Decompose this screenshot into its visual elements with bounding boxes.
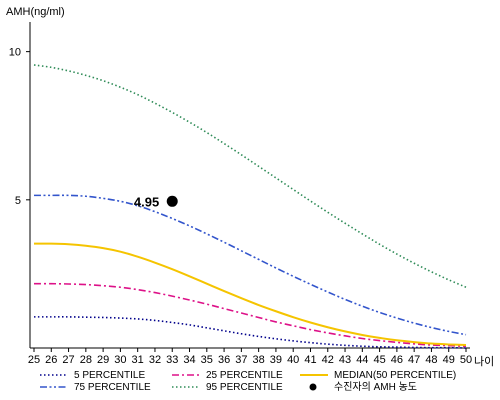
x-tick-label: 44	[356, 354, 368, 366]
x-tick-label: 46	[391, 354, 403, 366]
x-tick-label: 36	[218, 354, 230, 366]
x-tick-label: 45	[373, 354, 385, 366]
x-tick-label: 42	[322, 354, 334, 366]
x-tick-label: 40	[287, 354, 299, 366]
series-line-median-50-percentile	[33, 242, 467, 347]
x-axis-label: 나이	[474, 355, 494, 368]
x-tick-label: 35	[201, 354, 213, 366]
legend-label-5-percentile: 5 PERCENTILE	[74, 370, 145, 381]
legend-label-median-50-percentile: MEDIAN(50 PERCENTILE)	[334, 370, 456, 381]
y-tick-label: 5	[15, 195, 21, 207]
x-tick-label: 43	[339, 354, 351, 366]
legend-label-95-percentile: 95 PERCENTILE	[206, 382, 283, 393]
x-tick-label: 37	[235, 354, 247, 366]
x-tick-label: 38	[253, 354, 265, 366]
marker-group: 4.95	[134, 194, 178, 209]
y-ticks: 5 10	[9, 47, 30, 207]
x-tick-label: 25	[28, 354, 40, 366]
series-line-5-percentile	[33, 316, 467, 349]
x-tick-label: 34	[183, 354, 195, 366]
x-tick-label: 26	[45, 354, 57, 366]
x-tick-label: 27	[62, 354, 74, 366]
x-tick-label: 33	[166, 354, 178, 366]
x-tick-label: 41	[304, 354, 316, 366]
patient-marker-label: 4.95	[134, 194, 159, 209]
legend-label-25-percentile: 25 PERCENTILE	[206, 370, 283, 381]
x-tick-label: 50	[460, 354, 472, 366]
series-line-95-percentile	[33, 64, 467, 288]
series-lines	[33, 64, 467, 349]
x-tick-label: 29	[97, 354, 109, 366]
y-axis-label: AMH(ng/ml)	[6, 6, 65, 18]
x-tick-label: 32	[149, 354, 161, 366]
y-tick-label: 10	[9, 47, 21, 59]
x-tick-label: 39	[270, 354, 282, 366]
patient-marker	[166, 195, 178, 207]
x-tick-label: 49	[443, 354, 455, 366]
x-tick-label: 28	[80, 354, 92, 366]
series-line-25-percentile	[33, 282, 467, 348]
legend: 5 PERCENTILE 25 PERCENTILE MEDIAN(50 PERCE…	[40, 370, 456, 393]
legend-label-marker: 수진자의 AMH 농도	[334, 381, 417, 393]
x-tick-label: 30	[114, 354, 126, 366]
x-ticks: 25 26 27 28 29 30 31 32 33 34 35 36 37 38 39 40 41 42 43 44…	[28, 348, 472, 366]
legend-swatch-marker	[309, 383, 317, 391]
x-tick-label: 47	[408, 354, 420, 366]
series-line-75-percentile	[33, 194, 467, 336]
legend-label-75-percentile: 75 PERCENTILE	[74, 382, 151, 393]
x-tick-label: 31	[132, 354, 144, 366]
x-tick-label: 48	[425, 354, 437, 366]
